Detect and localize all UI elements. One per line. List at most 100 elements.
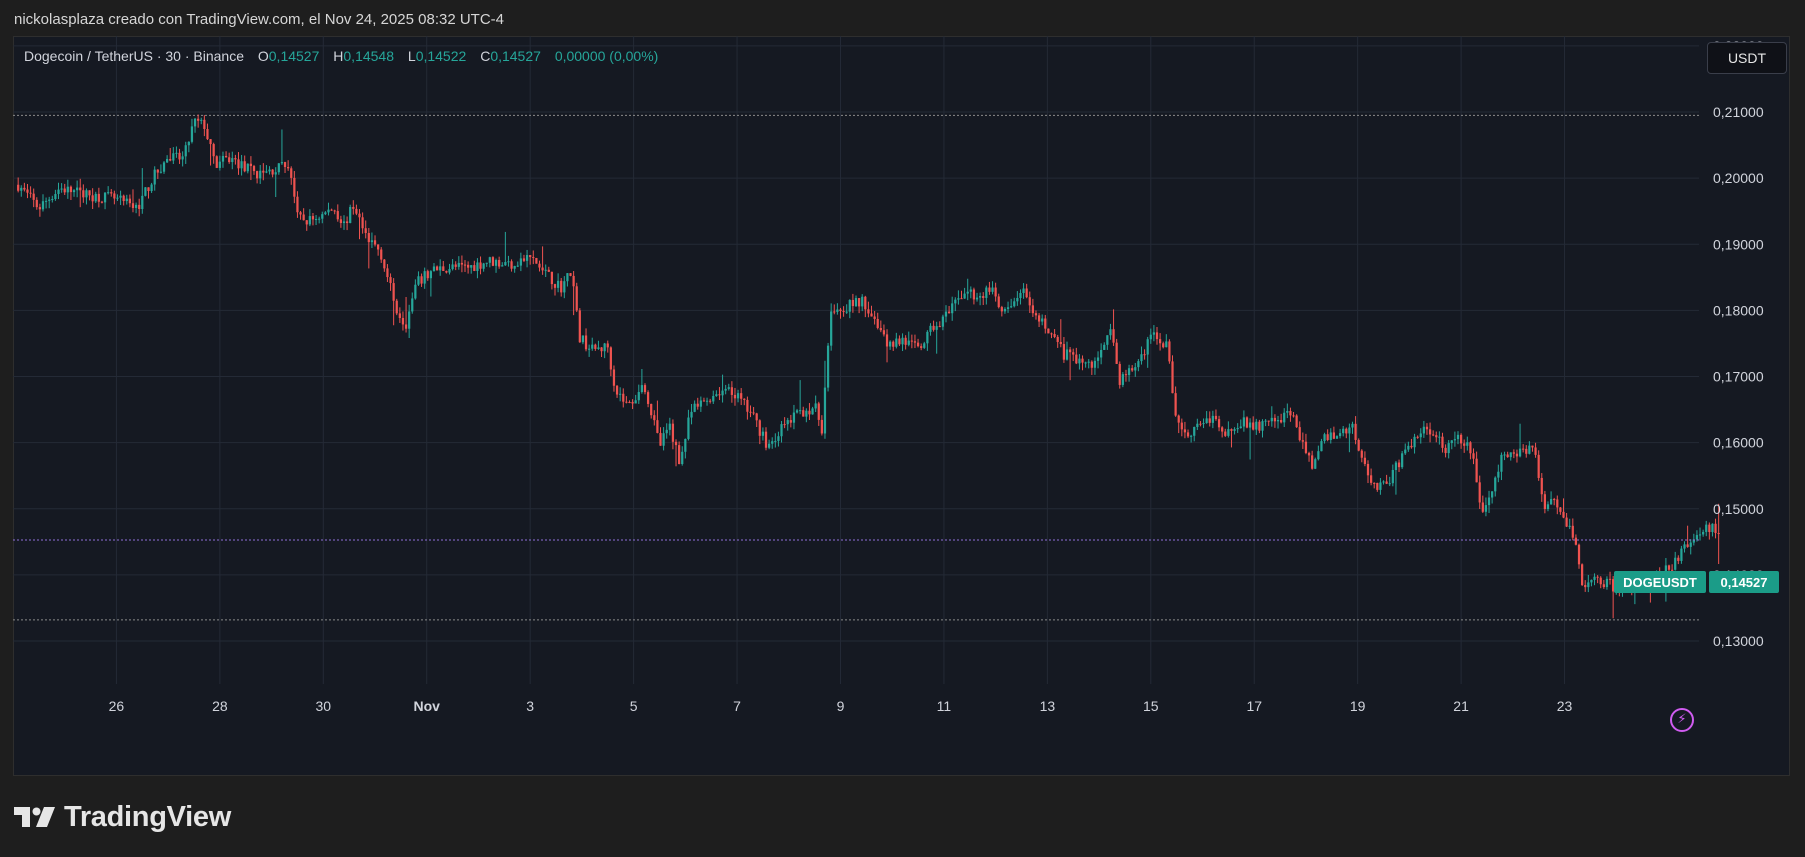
candle-body xyxy=(979,296,982,298)
candle-body xyxy=(920,346,923,348)
candle-body xyxy=(277,163,280,173)
reference-lines xyxy=(13,114,1699,621)
candle-body xyxy=(463,264,467,266)
lightning-icon[interactable]: ⚡ xyxy=(1670,708,1694,732)
x-tick-label: 11 xyxy=(937,698,952,714)
candle-body xyxy=(296,196,299,213)
candle-body xyxy=(1478,482,1481,503)
candle-body xyxy=(510,261,513,269)
candle-body xyxy=(448,269,451,273)
candle-body xyxy=(619,393,622,395)
candle-body xyxy=(414,284,417,299)
candle-body xyxy=(985,287,988,298)
candle-body xyxy=(687,417,690,439)
candle-body xyxy=(820,419,823,434)
candle-body xyxy=(169,158,172,161)
candle-body xyxy=(1702,531,1705,535)
candle-body xyxy=(901,337,904,345)
candle-body xyxy=(1537,454,1540,478)
candle-body xyxy=(72,190,76,193)
candle-body xyxy=(1311,455,1314,469)
candle-body xyxy=(470,265,473,268)
candle-body xyxy=(560,280,563,293)
currency-button[interactable]: USDT xyxy=(1707,42,1787,74)
candle-body xyxy=(1283,412,1286,423)
candle-body xyxy=(1602,584,1605,588)
candle-body xyxy=(1497,471,1500,478)
candle-body xyxy=(1369,475,1373,483)
candle-body xyxy=(327,209,330,213)
candle-body xyxy=(408,311,411,329)
candle-body xyxy=(1708,524,1711,533)
y-tick-label: 0,13000 xyxy=(1713,633,1764,649)
candle-body xyxy=(103,192,107,203)
candle-body xyxy=(830,311,833,346)
candle-body xyxy=(271,169,274,175)
candle-body xyxy=(364,228,367,234)
candle-body xyxy=(119,195,122,198)
symbol-badge-bg xyxy=(1614,571,1706,593)
candle-body xyxy=(646,392,650,404)
candle-body xyxy=(1388,483,1391,485)
candle-body xyxy=(783,424,786,426)
candle-body xyxy=(1152,332,1156,335)
candle-body xyxy=(240,161,243,169)
candle-body xyxy=(355,208,358,214)
candle-body xyxy=(268,169,271,172)
candle-body xyxy=(1028,297,1031,306)
candle-body xyxy=(113,193,116,199)
x-tick-label: 5 xyxy=(630,698,638,714)
candle-body xyxy=(668,423,671,430)
candle-body xyxy=(1019,292,1022,298)
candle-body xyxy=(1013,301,1016,307)
candle-body xyxy=(702,400,706,402)
candle-body xyxy=(122,195,125,202)
high-label: H xyxy=(333,48,344,64)
candle-body xyxy=(318,218,321,220)
candle-body xyxy=(246,163,249,172)
candle-body xyxy=(1348,427,1351,434)
candle-body xyxy=(1397,462,1401,468)
candle-body xyxy=(656,420,659,433)
candle-body xyxy=(845,311,848,313)
candle-body xyxy=(817,403,820,420)
candle-body xyxy=(466,264,470,268)
candle-body xyxy=(693,403,696,412)
candle-body xyxy=(826,345,830,388)
ohlc-legend: Dogecoin / TetherUS · 30 · Binance O0,14… xyxy=(24,48,658,64)
candle-body xyxy=(1494,477,1497,492)
chart-frame[interactable] xyxy=(13,36,1790,776)
candle-body xyxy=(882,330,886,335)
time-axis[interactable]: 26 28 30 Nov 3 5 7 9 11 13 15 17 19 21 23 xyxy=(109,698,1573,714)
candle-body xyxy=(473,265,476,271)
candle-body xyxy=(569,273,572,276)
candle-body xyxy=(48,199,51,201)
candle-body xyxy=(1041,318,1044,322)
candle-body xyxy=(1612,579,1615,592)
candle-body xyxy=(445,270,448,273)
candle-body xyxy=(451,264,454,270)
candle-body xyxy=(988,287,991,292)
candle-body xyxy=(1248,422,1252,428)
candle-body xyxy=(392,283,395,301)
candle-body xyxy=(1559,507,1562,512)
candle-body xyxy=(544,269,547,271)
candle-body xyxy=(929,325,932,332)
price-chart[interactable]: 0,220000,210000,200000,190000,180000,170… xyxy=(13,36,1790,776)
candle-body xyxy=(535,257,538,264)
candle-body xyxy=(938,326,941,328)
candle-body xyxy=(1562,511,1565,518)
candle-body xyxy=(91,195,94,202)
price-axis[interactable]: 0,220000,210000,200000,190000,180000,170… xyxy=(1713,38,1764,649)
candle-body xyxy=(1584,585,1587,588)
candle-body xyxy=(721,390,724,396)
candle-body xyxy=(228,157,231,163)
candle-body xyxy=(867,309,870,314)
symbol-title[interactable]: Dogecoin / TetherUS · 30 · Binance xyxy=(24,48,244,64)
candle-body xyxy=(889,341,892,347)
candle-body xyxy=(1323,434,1326,442)
candle-body xyxy=(1522,448,1525,450)
candle-body xyxy=(17,184,20,191)
candle-body xyxy=(1382,481,1385,483)
candle-body xyxy=(1006,307,1010,309)
